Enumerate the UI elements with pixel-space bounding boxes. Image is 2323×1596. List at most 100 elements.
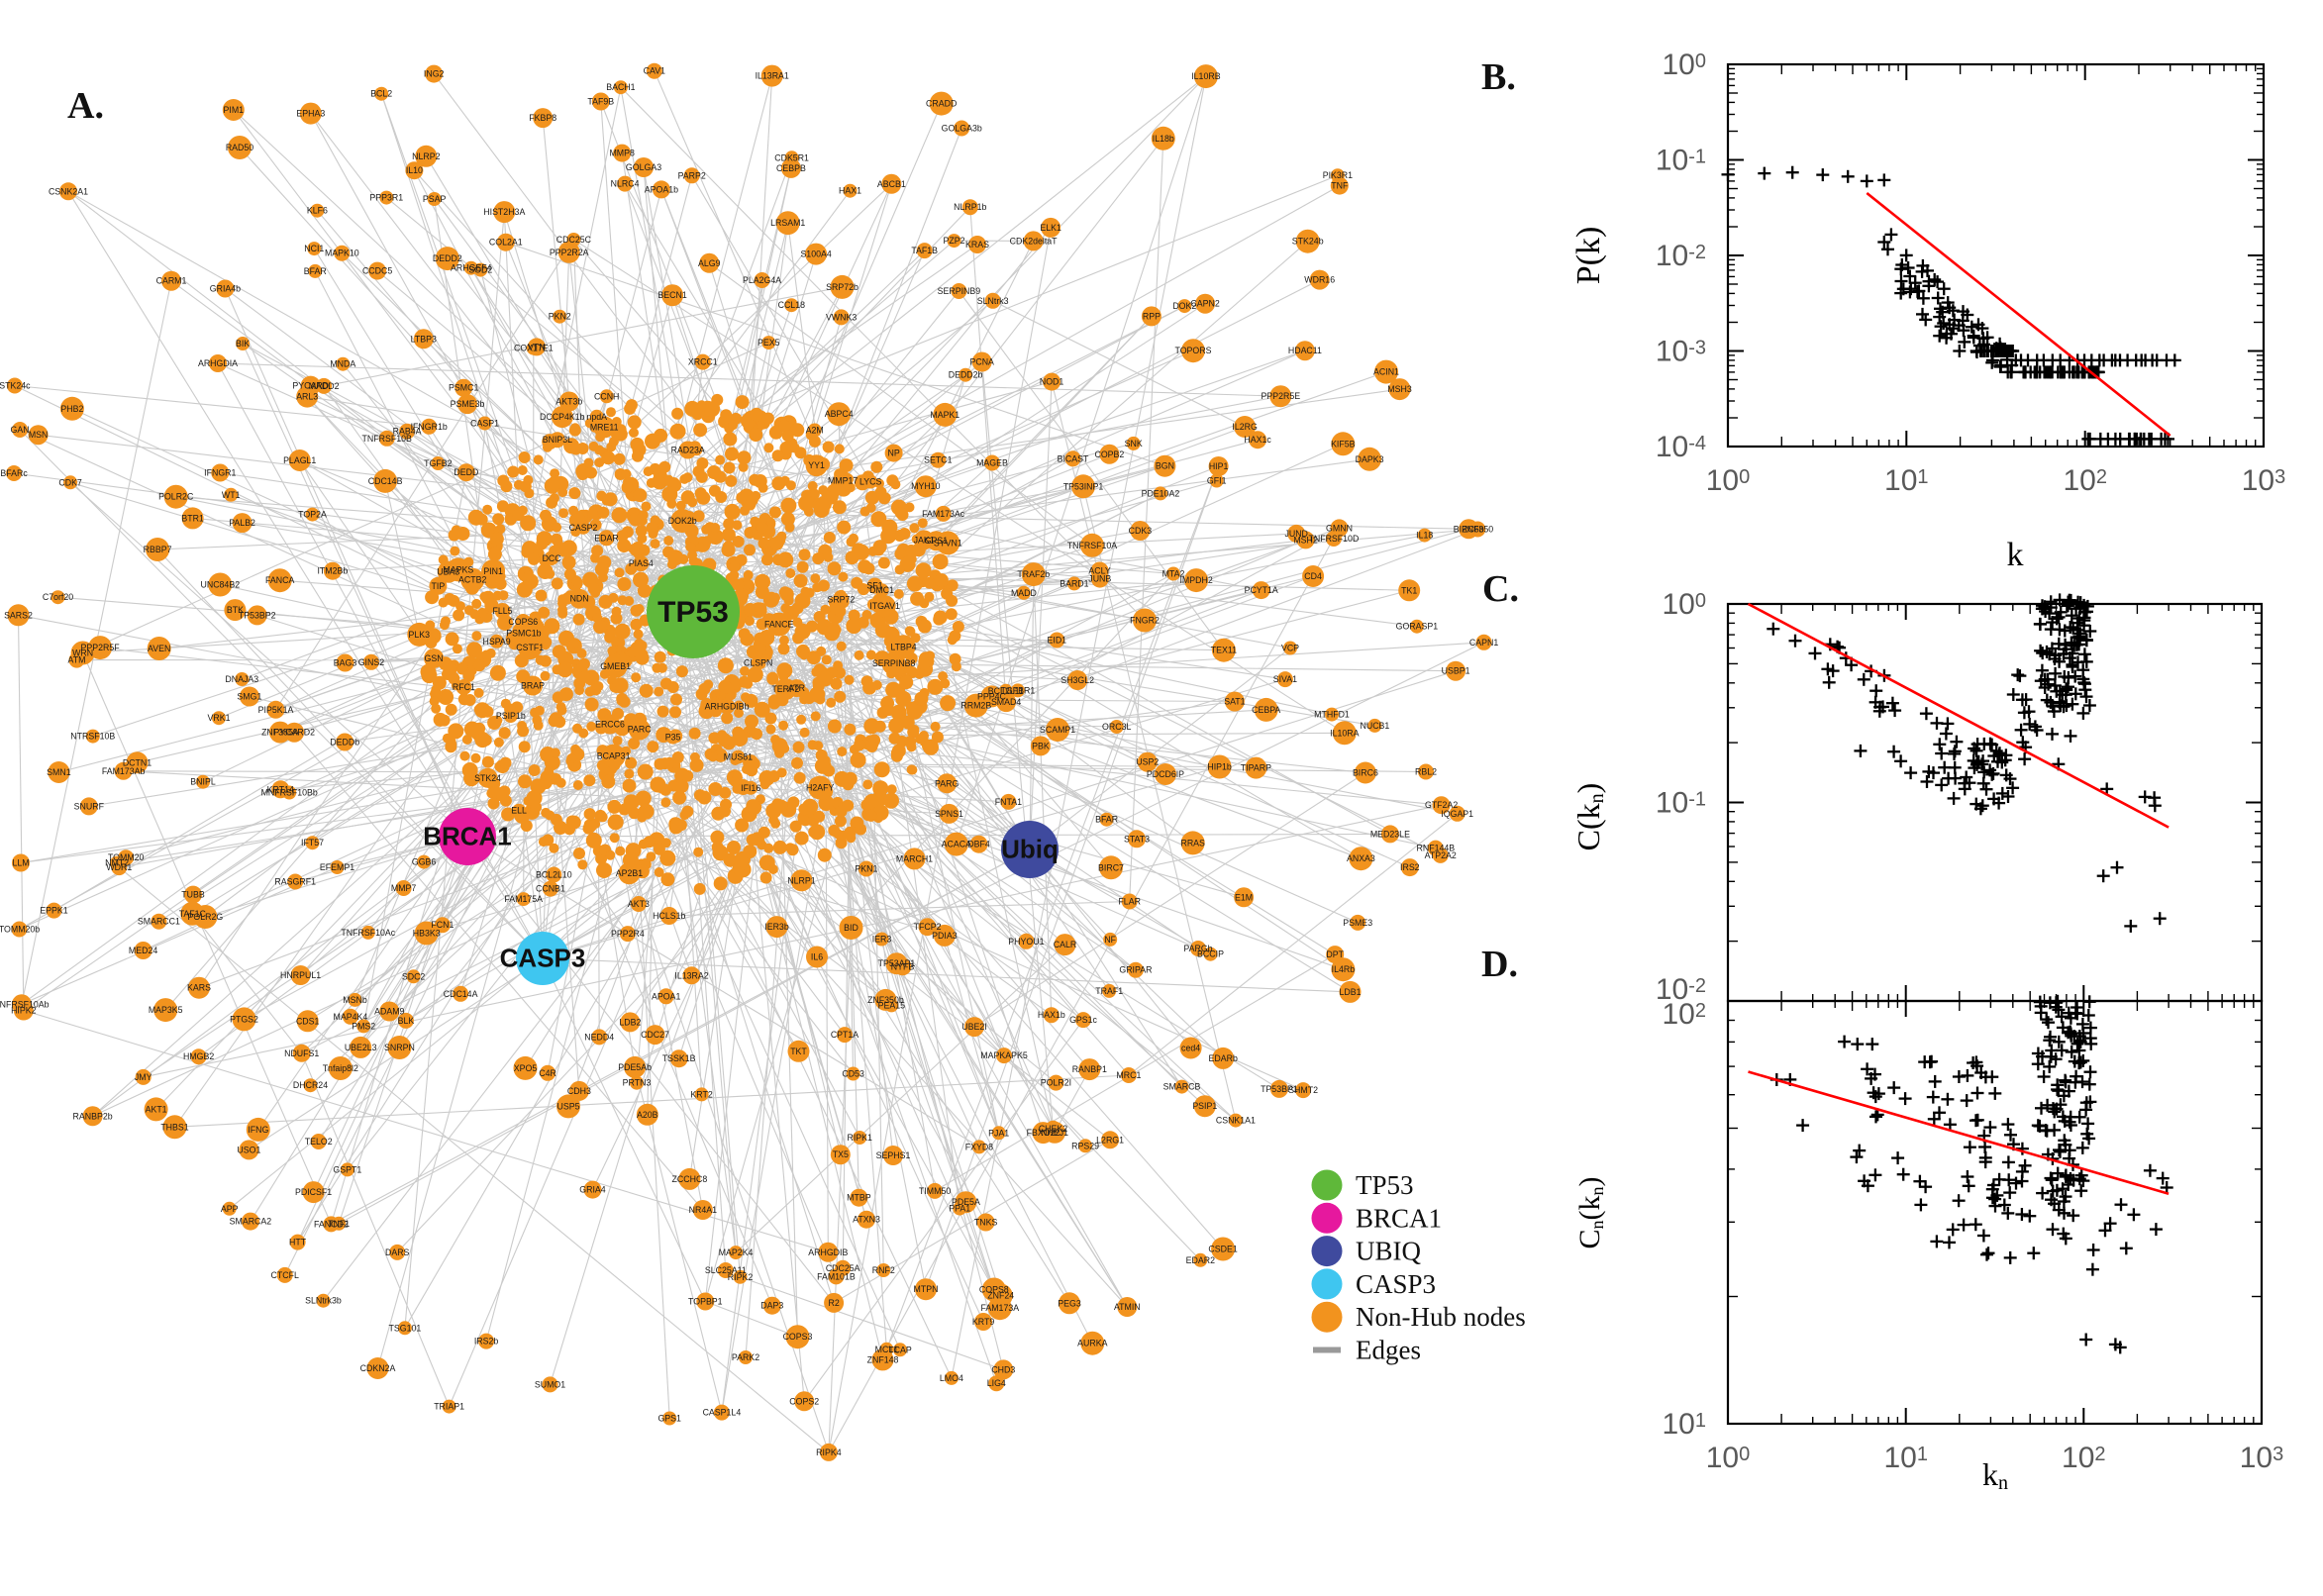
svg-text:Tnfaip8l2: Tnfaip8l2 bbox=[323, 1063, 358, 1073]
svg-text:FAM101B: FAM101B bbox=[817, 1271, 856, 1281]
svg-text:PJA1: PJA1 bbox=[988, 1128, 1009, 1138]
svg-text:USBP1: USBP1 bbox=[1442, 666, 1470, 676]
svg-text:PSMC1b: PSMC1b bbox=[506, 629, 541, 639]
svg-text:BIRC7: BIRC7 bbox=[1098, 862, 1124, 872]
svg-text:C(kn): C(kn) bbox=[1570, 783, 1608, 851]
svg-text:SMARCA2: SMARCA2 bbox=[230, 1217, 272, 1227]
svg-text:BIRC6: BIRC6 bbox=[1353, 768, 1378, 778]
svg-text:ITM2Bb: ITM2Bb bbox=[317, 566, 348, 576]
svg-text:CSDE1: CSDE1 bbox=[1208, 1245, 1237, 1254]
svg-text:GMEB1: GMEB1 bbox=[600, 661, 631, 671]
svg-text:SERPINB8: SERPINB8 bbox=[872, 658, 916, 668]
svg-text:HIP1: HIP1 bbox=[1209, 461, 1229, 471]
svg-text:KRAS: KRAS bbox=[965, 240, 989, 249]
svg-text:ZNF148: ZNF148 bbox=[867, 1354, 899, 1364]
svg-text:ARHGDIA: ARHGDIA bbox=[198, 358, 238, 368]
svg-text:A20B: A20B bbox=[637, 1110, 658, 1120]
svg-text:MAPKAPK5: MAPKAPK5 bbox=[980, 1050, 1028, 1060]
svg-text:TP53BP2: TP53BP2 bbox=[239, 610, 276, 620]
svg-text:USO1: USO1 bbox=[237, 1145, 260, 1154]
svg-text:100: 100 bbox=[1706, 1442, 1751, 1474]
svg-text:VCP: VCP bbox=[1281, 644, 1299, 653]
svg-text:L2RG1: L2RG1 bbox=[1096, 1135, 1124, 1145]
svg-text:DEDD2b: DEDD2b bbox=[949, 370, 983, 380]
svg-text:AKT3b: AKT3b bbox=[556, 397, 582, 407]
svg-text:PTGS2: PTGS2 bbox=[230, 1014, 258, 1024]
svg-text:PYCARD: PYCARD bbox=[292, 381, 329, 391]
svg-text:KLF6: KLF6 bbox=[307, 206, 328, 216]
svg-text:BRCA1: BRCA1 bbox=[423, 822, 512, 851]
svg-text:IMPDH2: IMPDH2 bbox=[1179, 575, 1212, 585]
svg-text:BNIP3L: BNIP3L bbox=[543, 435, 572, 445]
svg-text:ARHGEF4: ARHGEF4 bbox=[451, 263, 492, 273]
svg-text:TNFRSF10Ac: TNFRSF10Ac bbox=[341, 928, 395, 938]
svg-text:PSMC1: PSMC1 bbox=[449, 383, 478, 393]
svg-text:NEDD4: NEDD4 bbox=[584, 1032, 614, 1042]
svg-text:TNFRSF10D: TNFRSF10D bbox=[1308, 534, 1359, 544]
svg-text:CSTF1: CSTF1 bbox=[516, 643, 544, 652]
svg-text:DMC1: DMC1 bbox=[869, 585, 894, 595]
svg-text:CASP1L4: CASP1L4 bbox=[703, 1408, 742, 1418]
svg-text:SMARCC1: SMARCC1 bbox=[138, 917, 180, 927]
svg-text:DCC: DCC bbox=[543, 553, 562, 563]
svg-text:SLNtrk3b: SLNtrk3b bbox=[305, 1296, 342, 1306]
svg-text:COPS6: COPS6 bbox=[508, 617, 538, 627]
svg-text:BAG3: BAG3 bbox=[334, 658, 357, 668]
svg-text:CASP2: CASP2 bbox=[569, 523, 598, 533]
svg-text:TIPARP: TIPARP bbox=[1241, 763, 1271, 773]
svg-text:PARC: PARC bbox=[628, 725, 652, 735]
svg-text:KRT2: KRT2 bbox=[690, 1089, 712, 1099]
svg-text:BNIPL: BNIPL bbox=[190, 777, 216, 787]
svg-text:H2AFY: H2AFY bbox=[806, 783, 834, 793]
svg-text:CDH3: CDH3 bbox=[567, 1086, 591, 1096]
svg-text:FANCE: FANCE bbox=[764, 620, 793, 630]
svg-text:MAP4K4: MAP4K4 bbox=[334, 1012, 368, 1022]
svg-text:TOPBP1: TOPBP1 bbox=[688, 1297, 723, 1307]
svg-text:SIVA1: SIVA1 bbox=[1273, 674, 1297, 684]
svg-text:CLSPN: CLSPN bbox=[744, 658, 772, 668]
svg-text:FAM173A: FAM173A bbox=[980, 1303, 1019, 1313]
svg-text:PLA2G4A: PLA2G4A bbox=[743, 275, 781, 285]
svg-text:PSME3b: PSME3b bbox=[451, 399, 485, 409]
svg-text:NOD1: NOD1 bbox=[1040, 377, 1064, 387]
svg-text:ZCCHC8: ZCCHC8 bbox=[672, 1174, 708, 1184]
svg-text:FXYD8: FXYD8 bbox=[965, 1142, 993, 1151]
svg-text:CDK3: CDK3 bbox=[1129, 526, 1153, 536]
svg-text:TNF: TNF bbox=[1331, 181, 1349, 191]
svg-text:MSH3: MSH3 bbox=[1387, 384, 1412, 394]
svg-text:LTBP3: LTBP3 bbox=[411, 334, 437, 344]
svg-text:101: 101 bbox=[1884, 464, 1929, 497]
svg-text:ALG9: ALG9 bbox=[698, 258, 721, 268]
svg-text:101: 101 bbox=[1663, 1408, 1707, 1441]
svg-text:DOK2b: DOK2b bbox=[668, 516, 697, 526]
svg-text:FLAR: FLAR bbox=[1118, 897, 1141, 907]
svg-text:NLRP1: NLRP1 bbox=[787, 875, 815, 885]
svg-text:RFC1: RFC1 bbox=[453, 682, 475, 692]
svg-text:THBS1: THBS1 bbox=[160, 1122, 188, 1132]
svg-text:IFNGR1b: IFNGR1b bbox=[411, 422, 448, 432]
svg-text:BCAP31: BCAP31 bbox=[597, 751, 631, 761]
svg-text:IFNG: IFNG bbox=[248, 1125, 268, 1135]
svg-text:ABCB1: ABCB1 bbox=[877, 179, 906, 189]
svg-text:GRIA4b: GRIA4b bbox=[210, 284, 241, 294]
svg-text:CSNK2A1: CSNK2A1 bbox=[49, 186, 88, 196]
svg-text:SETC1: SETC1 bbox=[924, 455, 952, 465]
svg-text:BGN: BGN bbox=[1156, 461, 1174, 471]
svg-text:GRIA4: GRIA4 bbox=[579, 1185, 606, 1195]
svg-text:BCL2L10: BCL2L10 bbox=[536, 870, 572, 880]
svg-text:IFI16: IFI16 bbox=[741, 783, 760, 793]
svg-text:GOLGA3b: GOLGA3b bbox=[942, 124, 982, 134]
svg-text:102: 102 bbox=[2062, 1442, 2106, 1474]
svg-text:SNK: SNK bbox=[1125, 439, 1143, 449]
svg-text:NDUFS1: NDUFS1 bbox=[284, 1048, 319, 1058]
svg-text:TRIAP1: TRIAP1 bbox=[434, 1402, 464, 1412]
svg-text:MADD: MADD bbox=[1011, 588, 1037, 598]
svg-text:MRC1: MRC1 bbox=[1116, 1070, 1141, 1080]
svg-text:PIK3R1: PIK3R1 bbox=[1323, 170, 1353, 180]
svg-text:TP53: TP53 bbox=[657, 596, 729, 629]
svg-text:HAX1c: HAX1c bbox=[1244, 435, 1271, 445]
svg-text:LDB1: LDB1 bbox=[1339, 987, 1361, 997]
svg-text:BTK: BTK bbox=[227, 605, 244, 615]
svg-text:101: 101 bbox=[1883, 1442, 1928, 1474]
svg-text:PDE5Ab: PDE5Ab bbox=[618, 1062, 652, 1072]
